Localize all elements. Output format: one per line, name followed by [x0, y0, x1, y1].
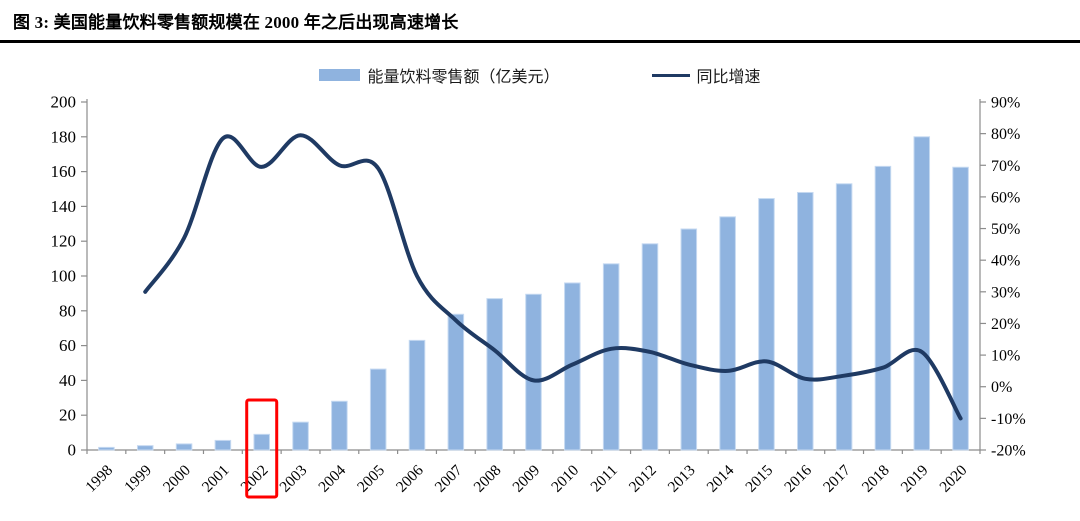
bar-2015: [758, 198, 775, 451]
y-right-tick-label: 90%: [991, 95, 1020, 112]
bar-2007: [447, 313, 465, 451]
x-axis-label-2003: 2003: [276, 462, 310, 496]
y-left-tick-label: 180: [51, 127, 77, 146]
legend-item-bars: 能量饮料零售额（亿美元）: [319, 63, 560, 87]
x-axis-label-2020: 2020: [936, 462, 970, 496]
red-highlight-box: [245, 398, 279, 499]
bar-series-swatch-icon: [319, 69, 361, 81]
bar-2012: [641, 243, 659, 451]
y-right-tick-label: 20%: [991, 316, 1020, 333]
x-axis-label-2008: 2008: [471, 462, 505, 496]
x-axis-label-2016: 2016: [781, 462, 815, 496]
bar-1999: [136, 445, 154, 451]
x-axis-label-2012: 2012: [626, 462, 660, 496]
bar-2003: [292, 421, 309, 451]
y-right-tick-label: 30%: [991, 284, 1020, 301]
x-axis-label-2018: 2018: [859, 462, 893, 496]
bar-2002: [253, 433, 270, 451]
y-left-tick-label: 140: [51, 197, 77, 216]
y-right-tick-label: 0%: [991, 379, 1012, 396]
x-axis-label-2010: 2010: [548, 462, 582, 496]
x-axis-label-2002: 2002: [238, 462, 272, 496]
bar-2000: [175, 443, 193, 451]
bar-2019: [913, 136, 931, 451]
bar-2016: [797, 191, 814, 451]
bar-2009: [525, 293, 542, 451]
y-left-tick-label: 60: [59, 336, 76, 355]
legend-item-line: 同比增速: [651, 63, 761, 87]
line-series-swatch-icon: [651, 73, 690, 77]
y-right-tick-label: 40%: [991, 253, 1020, 270]
y-right-tick-label: 10%: [991, 348, 1020, 365]
chart-legend: 能量饮料零售额（亿美元） 同比增速: [0, 63, 1080, 87]
x-axis-label-1998: 1998: [82, 462, 116, 496]
x-axis-label-2014: 2014: [704, 462, 738, 496]
bar-1998: [98, 446, 115, 451]
bar-2014: [719, 216, 736, 451]
bar-2001: [214, 439, 232, 451]
x-axis-label-2004: 2004: [315, 462, 349, 496]
bar-2004: [331, 400, 348, 451]
bar-2011: [602, 263, 620, 451]
bar-2008: [486, 298, 503, 451]
x-axis-label-2013: 2013: [665, 462, 699, 496]
y-left-tick-label: 200: [51, 93, 77, 112]
y-right-tick-label: 80%: [991, 126, 1020, 143]
y-left-tick-label: 80: [59, 301, 76, 320]
y-right-tick-label: 60%: [991, 189, 1020, 206]
bar-2017: [835, 183, 853, 451]
legend-bar-label: 能量饮料零售额（亿美元）: [367, 69, 560, 86]
x-axis-label-2011: 2011: [587, 462, 621, 496]
x-axis-label-2006: 2006: [393, 462, 427, 496]
bar-2006: [408, 339, 426, 451]
growth-line: [143, 133, 963, 421]
legend-line-label: 同比增速: [696, 69, 761, 86]
bar-2005: [369, 368, 387, 451]
bar-2013: [680, 228, 698, 451]
x-axis-label-2005: 2005: [354, 462, 388, 496]
title-rule: [0, 40, 1080, 43]
y-right-tick-label: -10%: [991, 411, 1026, 428]
x-axis-label-2017: 2017: [820, 462, 854, 496]
y-left-tick-label: 120: [51, 232, 77, 251]
x-axis-label-2001: 2001: [199, 462, 233, 496]
figure-title: 图 3: 美国能量饮料零售额规模在 2000 年之后出现高速增长: [13, 13, 459, 32]
y-left-tick-label: 20: [59, 406, 76, 425]
y-right-tick-label: 50%: [991, 221, 1020, 238]
y-left-tick-label: 100: [51, 267, 77, 286]
x-axis-label-2009: 2009: [509, 462, 543, 496]
y-left-tick-label: 160: [51, 162, 77, 181]
x-axis-label-2007: 2007: [432, 462, 466, 496]
x-axis-label-2015: 2015: [742, 462, 776, 496]
y-right-tick-label: 70%: [991, 158, 1020, 175]
y-right-tick-label: -20%: [991, 443, 1026, 460]
x-axis-label-1999: 1999: [121, 462, 155, 496]
y-left-tick-label: 40: [59, 371, 76, 390]
y-left-tick-label: 0: [68, 441, 77, 460]
x-axis-label-2019: 2019: [898, 462, 932, 496]
bar-2020: [952, 166, 969, 451]
bar-2018: [874, 165, 892, 451]
x-axis-label-2000: 2000: [160, 462, 194, 496]
